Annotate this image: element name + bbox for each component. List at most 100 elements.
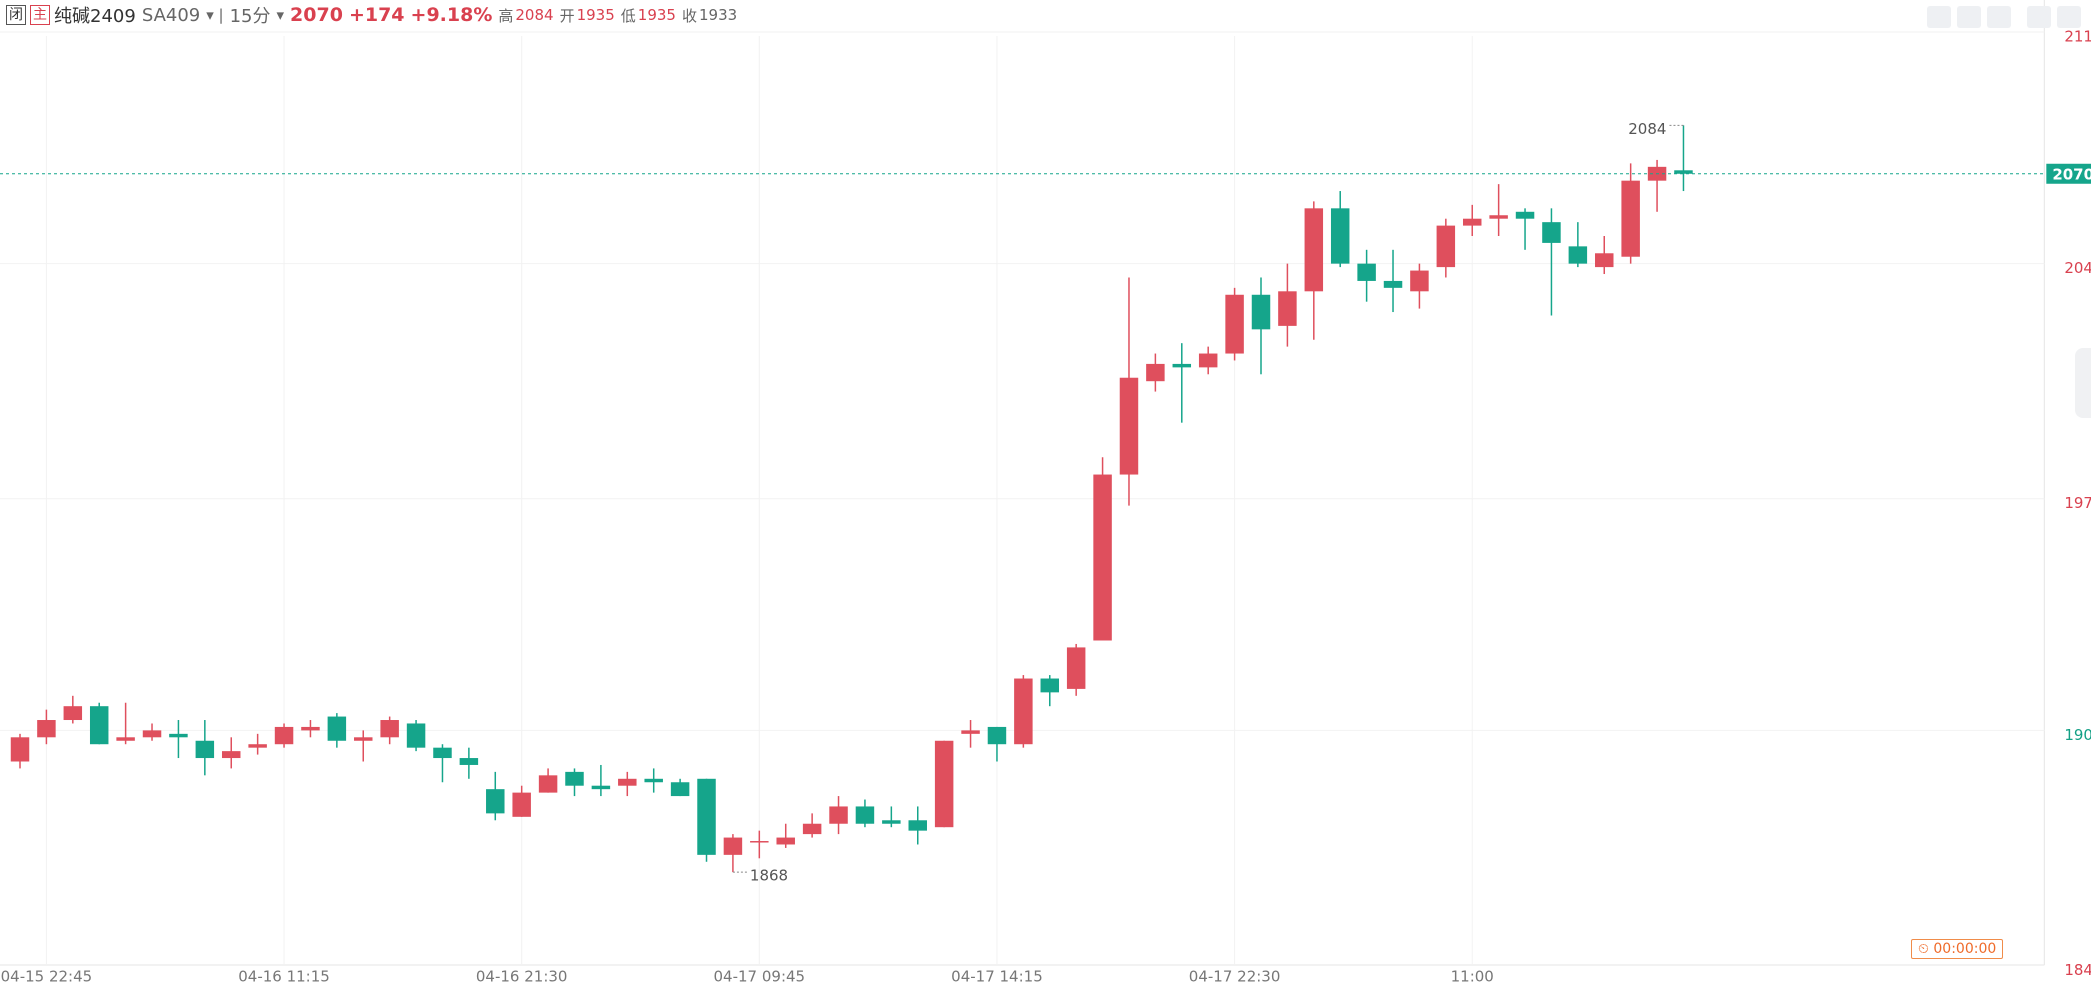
candle-body [776, 837, 795, 845]
candle-body [116, 737, 135, 741]
x-tick-label: 04-17 14:15 [951, 968, 1043, 986]
y-tick-label: 1909 [2064, 726, 2091, 744]
candle-body [1198, 353, 1218, 368]
candle-body [169, 733, 188, 738]
last-price: 2070 [290, 4, 343, 26]
low-annotation: 1868 [750, 867, 788, 885]
candle-body [855, 806, 875, 824]
x-tick-label: 04-15 22:45 [1, 968, 93, 986]
main-badge[interactable]: 主 [30, 5, 50, 25]
candle-body [37, 720, 56, 738]
y-tick-label: 2111 [2064, 28, 2091, 46]
candle-body [882, 820, 901, 824]
price-tag-text: 2070 [2052, 165, 2091, 183]
candle-body [987, 726, 1007, 745]
candle-body [644, 778, 663, 783]
candle-body [802, 823, 822, 835]
candle-body [10, 737, 30, 762]
candle-body [565, 771, 584, 786]
candle-body [459, 758, 479, 765]
label: 低 [620, 6, 636, 25]
candle-body [1357, 263, 1376, 281]
candle-body [1330, 208, 1350, 264]
candle-body [406, 723, 426, 748]
candle-body [1304, 208, 1324, 292]
y-tick-label: 1976 [2064, 494, 2091, 512]
dropdown[interactable]: ▾ [276, 6, 285, 24]
candle-body [1462, 218, 1482, 226]
candle-body [934, 740, 954, 828]
candle-body [1515, 211, 1535, 219]
candle-body [1066, 647, 1086, 689]
candle-body [512, 792, 531, 817]
countdown: ⏲ 00:00:00 [1911, 939, 2004, 959]
candle-body [829, 806, 848, 824]
candle-body [1146, 363, 1165, 382]
closed-badge[interactable]: 闭 [6, 5, 26, 25]
high-annotation: 2084 [1628, 120, 1666, 138]
candle-body [89, 706, 109, 745]
candle-body [327, 716, 347, 741]
candle-body [1621, 180, 1640, 257]
candle-body [750, 841, 769, 843]
candle-body [380, 720, 399, 738]
candle-body [1436, 225, 1456, 268]
candle-body [1278, 291, 1297, 326]
tool-button[interactable] [2027, 6, 2051, 28]
candle-body [486, 789, 505, 814]
candle-body [1014, 678, 1033, 745]
candle-body [1410, 270, 1429, 292]
candle-body [142, 730, 162, 738]
price-tag [2046, 163, 2091, 184]
candle-body [1674, 170, 1693, 174]
x-tick-label: 04-16 21:30 [476, 968, 568, 986]
x-tick-label: 04-17 22:30 [1189, 968, 1281, 986]
dropdown[interactable]: ▾ | [206, 6, 224, 24]
side-tab[interactable] [2075, 348, 2091, 418]
change-pct: +9.18% [410, 4, 493, 26]
candle-body [1595, 253, 1614, 268]
tool-button[interactable] [1957, 6, 1981, 28]
candle-body [961, 730, 980, 734]
x-tick-label: 11:00 [1451, 968, 1494, 986]
symbol-code[interactable]: SA409 [141, 4, 201, 26]
header: 闭 主 纯碱2409 SA409 ▾ | 15分 ▾ 2070 +174 +9.… [6, 2, 743, 28]
candle-body [1040, 678, 1060, 693]
candle-body [63, 706, 83, 721]
label: 高 [498, 6, 514, 25]
candle-body [538, 775, 558, 793]
symbol-name: 纯碱2409 [54, 6, 136, 27]
candle-body [248, 744, 267, 748]
candle-body [274, 726, 294, 745]
tool-button[interactable] [1987, 6, 2011, 28]
candle-body [1383, 280, 1403, 288]
candle-body [301, 726, 320, 731]
candle-body [221, 751, 241, 759]
candle-body [1489, 215, 1508, 219]
x-tick-label: 04-17 09:45 [714, 968, 806, 986]
high: 2084 [515, 6, 554, 24]
candle-body [1172, 363, 1192, 368]
y-tick-label: 2044 [2064, 259, 2091, 277]
low: 1935 [637, 6, 676, 24]
candle-body [1568, 246, 1588, 264]
candle-body [723, 837, 743, 855]
period[interactable]: 15分 [229, 6, 271, 27]
close: 1933 [699, 6, 738, 24]
candle-body [591, 785, 611, 790]
tool-button[interactable] [1927, 6, 1951, 28]
candle-body [908, 820, 927, 831]
candle-body [1251, 294, 1271, 330]
label: 开 [559, 6, 575, 25]
candle-body [1093, 474, 1112, 641]
candle-body [618, 778, 637, 786]
tool-button[interactable] [2057, 6, 2081, 28]
label: 收 [681, 6, 697, 25]
candle-body [354, 737, 373, 741]
candle-body [433, 747, 452, 759]
change: +174 [348, 4, 405, 26]
countdown-text: 00:00:00 [1933, 941, 1997, 957]
